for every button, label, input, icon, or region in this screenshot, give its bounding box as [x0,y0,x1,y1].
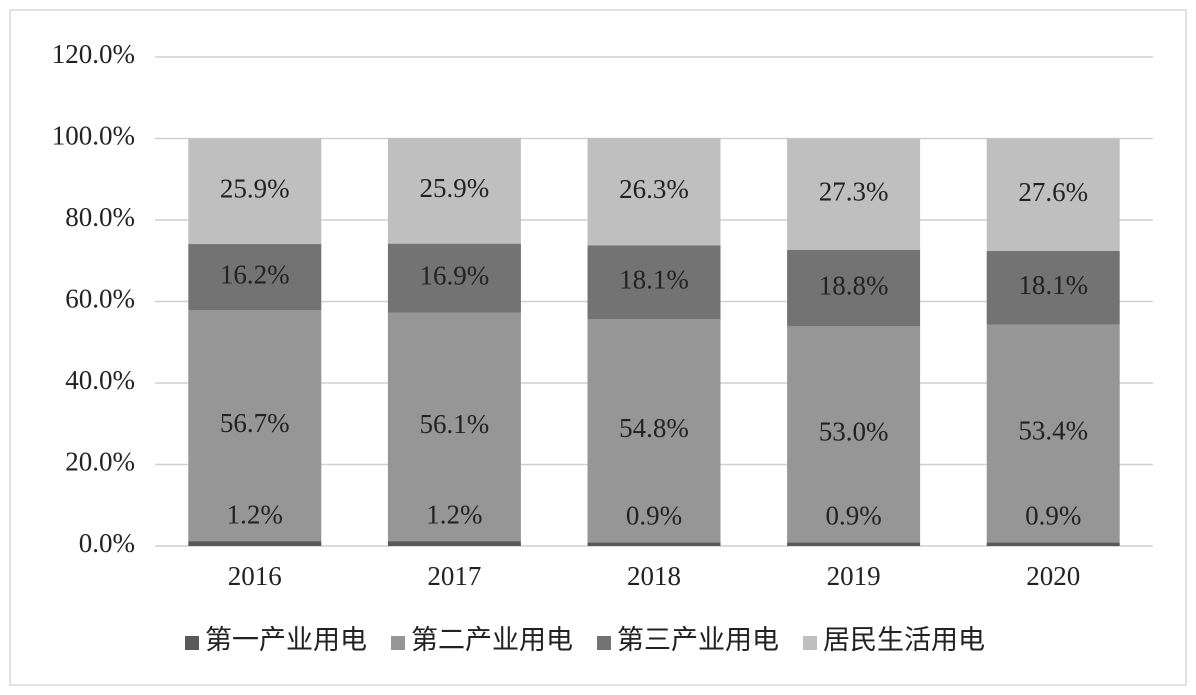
data-label: 18.1% [619,264,689,294]
bar-segment [787,326,921,543]
legend-swatch [391,636,405,650]
legend-label: 第一产业用电 [205,625,367,655]
bar-segment [387,138,521,244]
legend-swatch [185,636,199,650]
bar-segment [387,243,521,313]
x-tick-label: 2018 [627,561,681,591]
legend-swatch [803,636,817,650]
legend-label: 第三产业用电 [617,625,779,655]
data-label: 27.3% [819,176,889,206]
data-label: 25.9% [220,173,290,203]
y-tick-label: 100.0% [52,121,135,151]
legend-label: 第二产业用电 [411,625,573,655]
bar-segment [587,319,721,543]
data-label: 16.9% [420,260,490,290]
bar-segment [188,541,322,546]
bar-segment [387,541,521,546]
bar-segment [986,324,1120,543]
x-tick-label: 2017 [427,561,481,591]
data-label: 27.6% [1018,177,1088,207]
data-label: 0.9% [626,501,682,531]
bar-segment [787,249,921,327]
y-tick-label: 40.0% [65,365,135,395]
bar-segment [787,138,921,250]
legend-swatch [597,636,611,650]
bar-segment [587,245,721,320]
data-label: 54.8% [619,413,689,443]
bar-segment [387,312,521,542]
x-tick-label: 2019 [827,561,881,591]
bar-segment [986,250,1120,325]
bar-segment [188,244,322,311]
data-label: 1.2% [227,499,283,529]
data-label: 1.2% [426,499,482,529]
data-label: 0.9% [825,501,881,531]
y-tick-label: 20.0% [65,447,135,477]
data-label: 25.9% [420,173,490,203]
bar-segment [587,542,721,546]
y-tick-label: 80.0% [65,202,135,232]
bar-segment [986,138,1120,251]
data-label: 16.2% [220,259,290,289]
data-label: 53.0% [819,417,889,447]
bar-segment [986,542,1120,546]
data-label: 26.3% [619,174,689,204]
bar-segment [188,138,322,245]
data-label: 18.1% [1018,270,1088,300]
data-label: 53.4% [1018,416,1088,446]
bar-segment [188,310,322,542]
data-label: 56.1% [420,409,490,439]
x-tick-label: 2016 [228,561,282,591]
y-tick-label: 120.0% [52,39,135,69]
bar-segment [787,542,921,546]
y-tick-label: 60.0% [65,284,135,314]
bar-segment [587,138,721,246]
data-label: 0.9% [1025,501,1081,531]
y-tick-label: 0.0% [79,528,135,558]
legend-label: 居民生活用电 [823,625,985,655]
data-label: 18.8% [819,270,889,300]
data-label: 56.7% [220,408,290,438]
x-tick-label: 2020 [1026,561,1080,591]
